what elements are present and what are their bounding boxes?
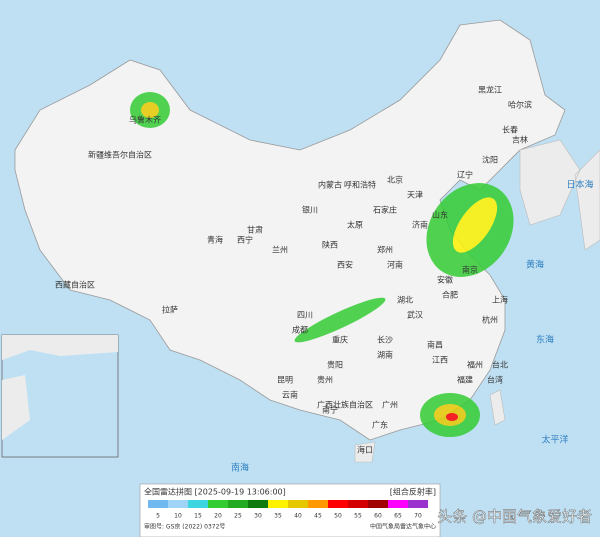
place-label: 南京 — [462, 265, 478, 275]
approval-number: 审图号: GS京 (2022) 0372号 — [144, 523, 225, 531]
place-label: 贵阳 — [327, 360, 343, 370]
place-label: 上海 — [492, 295, 508, 305]
place-label: 黑龙江 — [478, 85, 502, 95]
place-label: 新疆维吾尔自治区 — [88, 150, 152, 160]
sea-label: 太平洋 — [541, 434, 568, 446]
place-label: 西宁 — [237, 235, 253, 245]
legend-value: 65 — [394, 513, 402, 520]
place-label: 重庆 — [332, 335, 348, 345]
sea-label: 东海 — [536, 334, 554, 346]
legend-swatch — [168, 500, 188, 508]
place-label: 四川 — [297, 311, 313, 320]
legend-swatch — [328, 500, 348, 508]
place-label: 安徽 — [437, 275, 453, 285]
place-label: 北京 — [387, 175, 403, 185]
place-label: 福州 — [467, 361, 483, 370]
place-label: 郑州 — [377, 245, 393, 255]
place-label: 武汉 — [407, 310, 423, 320]
place-label: 广西壮族自治区 — [317, 400, 373, 410]
legend-value: 45 — [314, 513, 322, 520]
place-label: 台北 — [492, 360, 508, 370]
place-label: 广东 — [372, 420, 388, 430]
place-label: 河南 — [387, 260, 403, 270]
place-label: 长春 — [502, 125, 518, 135]
legend-product: [组合反射率] — [390, 487, 436, 497]
legend-swatch — [208, 500, 228, 508]
place-label: 天津 — [407, 190, 423, 200]
legend-swatch — [348, 500, 368, 508]
legend-value: 25 — [234, 513, 242, 520]
legend-value: 15 — [194, 513, 202, 520]
place-label: 南昌 — [427, 340, 443, 350]
legend-value: 20 — [214, 513, 222, 520]
place-label: 台湾 — [487, 375, 503, 385]
legend-swatch — [288, 500, 308, 508]
place-label: 青海 — [207, 235, 223, 245]
legend-value: 40 — [294, 513, 302, 520]
legend-value: 5 — [156, 513, 160, 520]
place-label: 石家庄 — [373, 205, 397, 215]
place-label: 南宁 — [322, 405, 338, 415]
place-label: 太原 — [347, 220, 363, 230]
watermark: 头条 @中国气象爱好者 — [437, 508, 592, 526]
source: 中国气象局雷达气象中心 — [370, 523, 436, 531]
place-label: 江西 — [432, 356, 448, 365]
place-label: 长沙 — [377, 335, 393, 345]
radar-echoes — [62, 92, 514, 437]
legend-swatch — [368, 500, 388, 508]
place-label: 杭州 — [482, 315, 498, 325]
place-label: 兰州 — [272, 245, 288, 255]
legend-value: 70 — [414, 513, 422, 520]
legend-swatch — [228, 500, 248, 508]
place-label: 内蒙古 — [318, 180, 342, 190]
legend-swatch — [308, 500, 328, 508]
place-label: 海口 — [357, 445, 373, 455]
sea-label: 日本海 — [566, 179, 593, 191]
legend-value: 50 — [334, 513, 342, 520]
sea-label: 南海 — [231, 462, 249, 474]
place-label: 合肥 — [442, 290, 458, 300]
place-label: 昆明 — [277, 376, 293, 385]
place-label: 山东 — [432, 210, 448, 220]
place-label: 吉林 — [512, 135, 528, 145]
legend-value: 30 — [254, 513, 262, 520]
neighbor-land — [354, 139, 600, 463]
legend-value: 55 — [354, 513, 362, 520]
place-label: 陕西 — [322, 240, 338, 250]
place-label: 沈阳 — [482, 155, 498, 165]
legend-swatch — [388, 500, 408, 508]
sea-label: 黄海 — [526, 259, 544, 271]
legend-swatch — [188, 500, 208, 508]
place-label: 西藏自治区 — [55, 280, 95, 290]
place-label: 广州 — [382, 400, 398, 410]
place-label: 银川 — [302, 205, 318, 215]
place-label: 成都 — [292, 325, 308, 335]
place-label: 云南 — [282, 390, 298, 400]
place-label: 贵州 — [317, 375, 333, 385]
legend-swatch — [248, 500, 268, 508]
inset-land — [2, 335, 118, 440]
place-label: 湖南 — [377, 350, 393, 360]
place-label: 福建 — [457, 375, 473, 385]
place-label: 拉萨 — [162, 305, 178, 315]
legend-swatch — [268, 500, 288, 508]
legend-value: 35 — [274, 513, 282, 520]
legend-value: 60 — [374, 513, 382, 520]
place-label: 西安 — [337, 260, 353, 270]
legend-swatch — [408, 500, 428, 508]
place-label: 湖北 — [397, 296, 413, 305]
place-label: 辽宁 — [457, 170, 473, 180]
place-label: 哈尔滨 — [508, 100, 532, 110]
place-label: 济南 — [412, 220, 428, 230]
legend-title: 全国雷达拼图 [2025-09-19 13:06:00] — [144, 487, 286, 497]
legend-swatch — [148, 500, 168, 508]
place-label: 呼和浩特 — [344, 180, 376, 190]
legend-value: 10 — [174, 513, 182, 520]
place-label: 甘肃 — [247, 225, 263, 235]
place-label: 乌鲁木齐 — [129, 115, 161, 125]
